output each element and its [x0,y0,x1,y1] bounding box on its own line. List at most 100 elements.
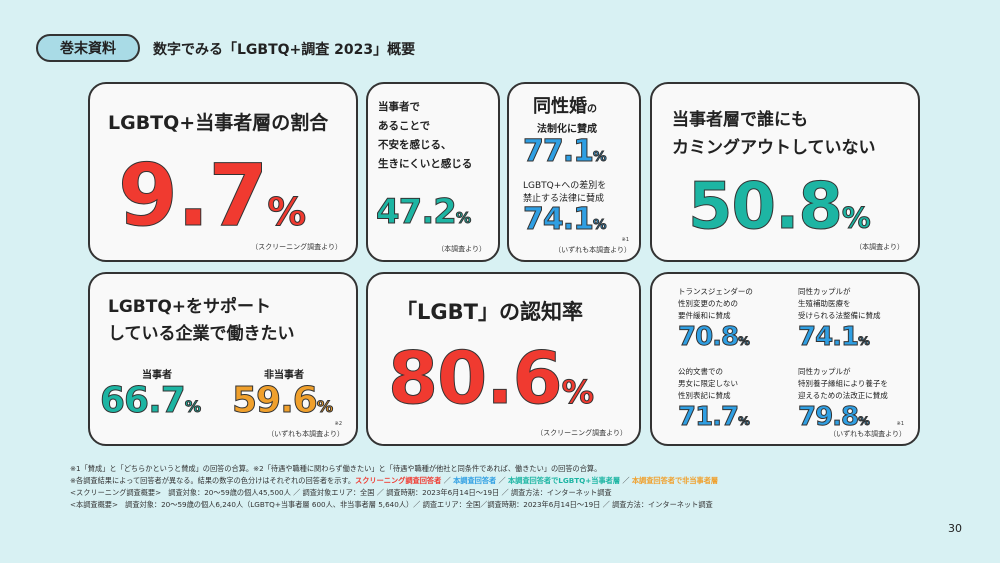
card-support-companies: LGBTQ+をサポートしている企業で働きたい 当事者 非当事者 66.7% 59… [88,272,358,446]
title-line: 当事者層で誰にも [672,110,808,130]
policy-item: 同性カップルが 特別養子縁組により養子を 迎えるための法改正に賛成 79.8% [797,366,888,436]
percent-sign: % [561,373,595,412]
source-note: （スクリーニング調査より） [536,429,627,437]
item-label: 同性カップルが [798,287,851,296]
percent-sign: % [593,217,607,234]
legend-lgbtq: 本調査回答者でLGBTQ+当事者層 [507,476,621,485]
item-label: 公的文書での [678,367,723,376]
ratio-value: 9.7% [117,146,307,247]
item-value: 74.1% [797,322,881,356]
title-line: あることで [378,120,431,132]
source-note: （本調査より） [855,243,904,251]
card-title: 当事者層で誰にもカミングアウトしていない [672,106,876,162]
source-note: （いずれも本調査より） [267,430,344,438]
value-number: 77.1 [522,134,594,170]
item-label: 性別表記に賛成 [678,391,731,400]
anxiety-value: 47.2% [376,192,472,233]
marriage-value: 77.1% [522,134,607,170]
subtitle: LGBTQ+への差別を 禁止する法律に賛成 [523,180,606,206]
footnote-mark: ※2 [334,421,342,427]
item-label: 要件緩和に賛成 [678,311,731,320]
card-lgbtq-ratio: LGBTQ+当事者層の割合 9.7% （スクリーニング調査より） [88,82,358,262]
percent-sign: % [858,414,871,429]
anti-discrimination-value: 74.1% [522,202,607,238]
item-label: 性別変更のための [678,299,738,308]
value-number: 9.7 [117,146,268,247]
card-title: LGBTQ+当事者層の割合 [108,112,329,134]
title-line: LGBTQ+への差別を [523,181,607,191]
legend-screening: スクリーニング調査回答者 [355,476,442,485]
title-line: 不安を感じる、 [378,139,452,151]
footnote-mark: ※1 [896,421,904,427]
percent-sign: % [184,397,202,417]
footnotes: ※1「賛成」と「どちらかというと賛成」の回答の合算。※2「待遇や職種に関わらず働… [70,463,718,511]
item-value: 71.7% [677,402,751,436]
footnote-2: ※各調査結果によって回答者が異なる。結果の数字の色分けはそれぞれの回答者を示す。… [70,476,719,485]
value-number: 47.2 [376,192,458,233]
label-lgbtq: 当事者 [142,370,172,381]
legend-non-lgbtq: 本調査回答者で非当事者層 [631,476,719,485]
card-title: 同性婚の [533,92,597,118]
title-line: LGBTQ+をサポート [108,297,272,317]
value-number: 70.8 [677,322,739,353]
source-note: （スクリーニング調査より） [251,243,342,251]
non-lgbtq-value: 59.6% [232,380,334,422]
percent-sign: % [316,397,334,417]
percent-sign: % [858,334,871,349]
lgbtq-value: 66.7% [100,380,202,422]
item-value: 70.8% [677,322,753,356]
title-line: している企業で働きたい [108,324,295,344]
section-tag: 巻末資料 [36,34,140,62]
title-main: 同性婚 [533,96,587,117]
footnote-screening-overview: <スクリーニング調査概要> 調査対象：20〜59歳の個人45,500人 ／ 調査… [70,488,612,497]
item-label: トランスジェンダーの [678,287,753,296]
title-line: カミングアウトしていない [672,138,876,158]
percent-sign: % [841,201,871,236]
page-number: 30 [948,522,962,535]
item-label: 受けられる法整備に賛成 [798,311,881,320]
coming-out-value: 50.8% [688,170,872,245]
title-line: 禁止する法律に賛成 [523,194,605,204]
legend-main: 本調査回答者 [453,476,497,485]
percent-sign: % [267,190,307,236]
footnote-main-overview: <本調査概要> 調査対象：20〜59歳の個人6,240人（LGBTQ+当事者層 … [70,500,713,509]
value-number: 80.6 [388,336,564,421]
card-policies: トランスジェンダーの 性別変更のための 要件緩和に賛成 70.8% 同性カップル… [650,272,920,446]
title-line: 生きにくいと感じる [378,158,473,170]
percent-sign: % [738,334,751,349]
policy-item: トランスジェンダーの 性別変更のための 要件緩和に賛成 70.8% [677,286,753,356]
footnote-text: ※各調査結果によって回答者が異なる。結果の数字の色分けはそれぞれの回答者を示す。 [70,476,356,485]
item-label: 男女に限定しない [678,379,738,388]
value-number: 50.8 [688,170,844,245]
value-number: 71.7 [677,402,739,433]
card-title: 「LGBT」の認知率 [396,300,583,324]
policy-item: 同性カップルが 生殖補助医療を 受けられる法整備に賛成 74.1% [797,286,881,356]
item-label: 特別養子縁組により養子を [798,379,888,388]
label-non-lgbtq: 非当事者 [264,370,304,381]
policy-item: 公的文書での 男女に限定しない 性別表記に賛成 71.7% [677,366,751,436]
percent-sign: % [455,209,472,228]
footnote-1: ※1「賛成」と「どちらかというと賛成」の回答の合算。※2「待遇や職種に関わらず働… [70,464,602,473]
value-number: 74.1 [797,322,859,353]
percent-sign: % [593,149,607,166]
card-title: 当事者であることで不安を感じる、生きにくいと感じる [378,98,472,174]
value-number: 66.7 [100,380,187,422]
value-number: 74.1 [522,202,594,238]
value-number: 59.6 [232,380,319,422]
card-awareness: 「LGBT」の認知率 80.6% （スクリーニング調査より） [366,272,641,446]
title-line: 当事者で [378,101,420,113]
source-note: （いずれも本調査より） [829,430,906,438]
card-coming-out: 当事者層で誰にもカミングアウトしていない 50.8% （本調査より） [650,82,920,262]
card-anxiety: 当事者であることで不安を感じる、生きにくいと感じる 47.2% （本調査より） [366,82,500,262]
item-value: 79.8% [797,402,888,436]
page-title: 数字でみる「LGBTQ+調査 2023」概要 [153,42,416,58]
source-note: （本調査より） [437,245,486,253]
value-number: 79.8 [797,402,859,433]
item-label: 生殖補助医療を [798,299,851,308]
title-line: 法制化に賛成 [537,124,597,135]
source-note: （いずれも本調査より） [554,246,631,254]
card-marriage: 同性婚の 法制化に賛成 77.1% LGBTQ+への差別を 禁止する法律に賛成 7… [507,82,641,262]
item-label: 迎えるための法改正に賛成 [798,391,888,400]
percent-sign: % [738,414,751,429]
item-label: 同性カップルが [798,367,851,376]
